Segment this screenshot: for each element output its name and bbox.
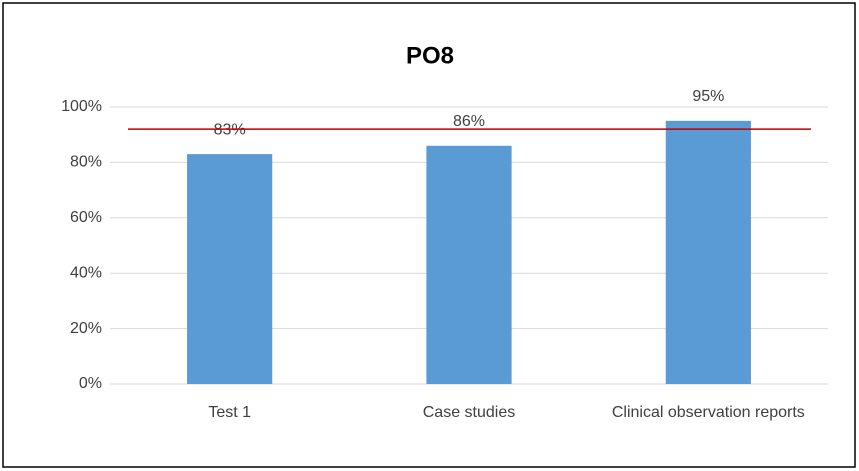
bar: [426, 145, 512, 384]
y-tick-label: 40%: [70, 264, 102, 281]
y-tick-label: 0%: [79, 375, 102, 392]
x-tick-label: Clinical observation reports: [611, 404, 805, 421]
x-tick-label: Test 1: [208, 404, 251, 421]
y-tick-label: 60%: [70, 209, 102, 226]
data-label: 95%: [692, 88, 724, 105]
chart-title: PO8: [406, 42, 454, 69]
y-tick-label: 100%: [61, 98, 102, 115]
bar: [665, 120, 751, 384]
bar: [187, 154, 273, 384]
x-tick-label: Case studies: [422, 404, 516, 421]
data-label: 86%: [453, 113, 485, 130]
y-tick-label: 80%: [70, 154, 102, 171]
y-tick-label: 20%: [70, 320, 102, 337]
